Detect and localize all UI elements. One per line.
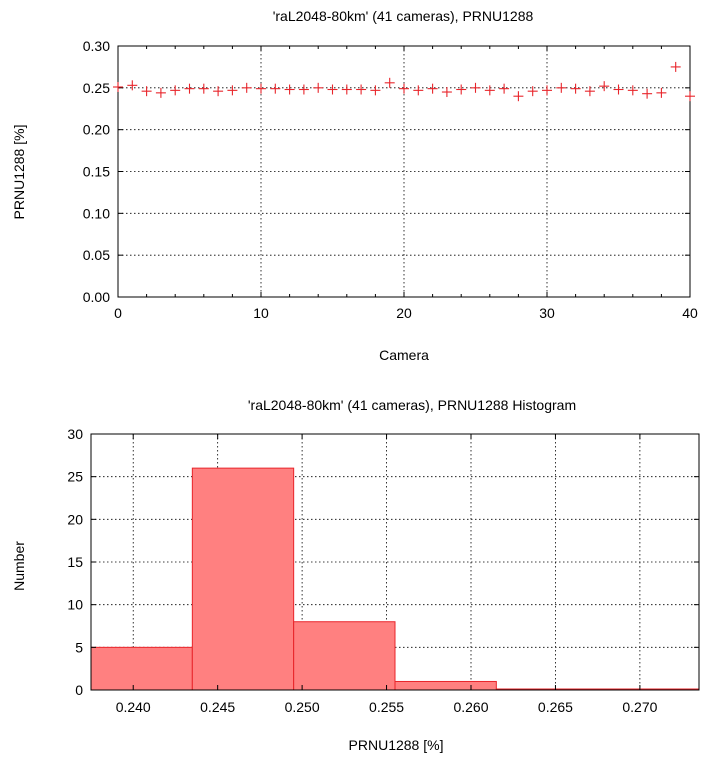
scatter-point xyxy=(642,88,653,99)
histogram-x-tick-label: 0.240 xyxy=(116,699,151,715)
scatter-point xyxy=(198,83,209,94)
histogram-title: 'raL2048-80km' (41 cameras), PRNU1288 Hi… xyxy=(248,397,576,413)
scatter-point xyxy=(327,84,338,95)
histogram-y-tick-label: 30 xyxy=(67,426,83,442)
scatter-point xyxy=(427,83,438,94)
histogram-chart: 'raL2048-80km' (41 cameras), PRNU1288 Hi… xyxy=(11,397,700,753)
scatter-y-tick-label: 0.30 xyxy=(83,38,110,54)
scatter-point xyxy=(685,91,695,102)
histogram-x-tick-label: 0.255 xyxy=(369,699,404,715)
scatter-point xyxy=(241,82,252,93)
histogram-y-axis-label: Number xyxy=(11,541,27,591)
scatter-point xyxy=(184,83,195,94)
histogram-x-axis-label: PRNU1288 [%] xyxy=(349,737,444,753)
scatter-point xyxy=(313,82,324,93)
scatter-x-tick-label: 10 xyxy=(253,305,269,321)
scatter-point xyxy=(456,84,467,95)
scatter-point xyxy=(527,86,538,97)
scatter-x-tick-label: 0 xyxy=(114,305,122,321)
scatter-y-tick-label: 0.15 xyxy=(83,164,110,180)
scatter-point xyxy=(227,85,238,96)
scatter-point xyxy=(613,84,624,95)
scatter-y-tick-label: 0.25 xyxy=(83,80,110,96)
scatter-point xyxy=(670,61,681,72)
scatter-point xyxy=(341,84,352,95)
scatter-point xyxy=(584,86,595,97)
scatter-title: 'raL2048-80km' (41 cameras), PRNU1288 xyxy=(273,8,534,24)
scatter-point xyxy=(599,81,610,92)
scatter-points xyxy=(113,61,695,102)
scatter-point xyxy=(556,82,567,93)
scatter-point xyxy=(127,80,138,91)
scatter-point xyxy=(256,83,266,94)
histogram-y-tick-label: 5 xyxy=(75,639,83,655)
scatter-point xyxy=(284,84,295,95)
scatter-point xyxy=(155,87,166,98)
scatter-x-tick-label: 40 xyxy=(682,305,698,321)
scatter-point xyxy=(499,83,510,94)
scatter-y-tick-label: 0.10 xyxy=(83,205,110,221)
scatter-y-tick-label: 0.00 xyxy=(83,289,110,305)
histogram-axes-ticks: 0.240 0.245 0.250 0.255 0.260 0.265 0.270 0 5 10 1… xyxy=(67,426,699,715)
histogram-y-tick-label: 15 xyxy=(67,554,83,570)
histogram-x-tick-label: 0.245 xyxy=(200,699,235,715)
histogram-bar xyxy=(191,467,295,691)
scatter-point xyxy=(141,86,152,97)
histogram-x-tick-label: 0.260 xyxy=(453,699,488,715)
scatter-point xyxy=(627,85,638,96)
scatter-point xyxy=(570,83,581,94)
scatter-point xyxy=(542,85,552,96)
histogram-y-tick-label: 10 xyxy=(67,597,83,613)
histogram-x-tick-label: 0.265 xyxy=(538,699,573,715)
histogram-y-tick-label: 25 xyxy=(67,469,83,485)
scatter-point xyxy=(656,87,667,98)
histogram-x-tick-label: 0.270 xyxy=(622,699,657,715)
scatter-point xyxy=(470,82,481,93)
scatter-point xyxy=(113,81,123,92)
scatter-point xyxy=(298,84,309,95)
scatter-y-axis-label: PRNU1288 [%] xyxy=(11,125,27,220)
histogram-y-tick-label: 20 xyxy=(67,511,83,527)
scatter-x-axis-label: Camera xyxy=(379,347,429,363)
histogram-bar xyxy=(394,680,497,691)
histogram-y-tick-label: 0 xyxy=(75,682,83,698)
scatter-axes-ticks: 0 10 20 30 40 0.00 0.05 0.10 0.15 0.20 0.25 0.30 xyxy=(83,38,698,321)
scatter-point xyxy=(441,87,452,98)
scatter-x-tick-label: 20 xyxy=(396,305,412,321)
histogram-bars xyxy=(90,467,700,691)
histogram-bar xyxy=(90,646,193,691)
scatter-point xyxy=(356,84,367,95)
scatter-y-tick-label: 0.05 xyxy=(83,247,110,263)
scatter-point xyxy=(270,83,281,94)
scatter-point xyxy=(484,85,495,96)
scatter-point xyxy=(170,85,181,96)
scatter-point xyxy=(370,85,381,96)
scatter-point xyxy=(413,85,424,96)
scatter-point xyxy=(384,77,395,88)
scatter-y-tick-label: 0.20 xyxy=(83,122,110,138)
scatter-point xyxy=(213,86,224,97)
scatter-point xyxy=(513,91,524,102)
histogram-x-tick-label: 0.250 xyxy=(285,699,320,715)
scatter-point xyxy=(399,83,409,94)
histogram-bar xyxy=(293,621,396,691)
scatter-chart: 'raL2048-80km' (41 cameras), PRNU1288 0 1… xyxy=(11,8,698,363)
scatter-x-tick-label: 30 xyxy=(539,305,555,321)
